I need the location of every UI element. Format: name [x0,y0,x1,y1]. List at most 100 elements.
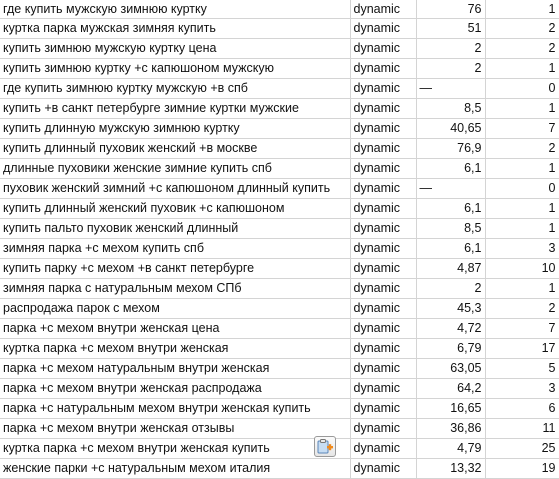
type-cell[interactable]: dynamic [350,398,417,419]
keyword-cell[interactable]: куртка парка мужская зимняя купить [0,18,351,39]
value-cell[interactable]: 51 [416,18,486,39]
type-cell[interactable]: dynamic [350,158,417,179]
keyword-cell[interactable]: женские парки +с натуральным мехом итали… [0,458,351,479]
value-cell[interactable]: 4,79 [416,438,486,459]
value-cell[interactable]: 76 [416,0,486,19]
keyword-cell[interactable]: распродажа парок с мехом [0,298,351,319]
table-row: длинные пуховики женские зимние купить с… [0,158,559,179]
keyword-cell[interactable]: длинные пуховики женские зимние купить с… [0,158,351,179]
keyword-cell[interactable]: парка +с мехом внутри женская распродажа [0,378,351,399]
paste-options-button[interactable] [314,436,336,457]
keyword-cell[interactable]: парка +с мехом натуральным внутри женска… [0,358,351,379]
type-cell[interactable]: dynamic [350,358,417,379]
value-cell[interactable]: — [416,78,486,99]
count-cell[interactable]: 2 [485,38,559,59]
type-cell[interactable]: dynamic [350,458,417,479]
keyword-cell[interactable]: купить зимнюю мужскую куртку цена [0,38,351,59]
count-cell[interactable]: 2 [485,298,559,319]
keyword-cell[interactable]: зимняя парка +с мехом купить спб [0,238,351,259]
value-cell[interactable]: 63,05 [416,358,486,379]
count-cell[interactable]: 25 [485,438,559,459]
type-cell[interactable]: dynamic [350,98,417,119]
keyword-cell[interactable]: купить длинный женский пуховик +с капюшо… [0,198,351,219]
value-cell[interactable]: 36,86 [416,418,486,439]
type-cell[interactable]: dynamic [350,298,417,319]
keyword-cell[interactable]: купить парку +с мехом +в санкт петербург… [0,258,351,279]
value-cell[interactable]: 6,1 [416,198,486,219]
table-row: парка +с мехом внутри женская отзывы dyna… [0,418,559,439]
keyword-cell[interactable]: где купить мужскую зимнюю куртку [0,0,351,19]
value-cell[interactable]: 64,2 [416,378,486,399]
type-cell[interactable]: dynamic [350,318,417,339]
value-cell[interactable]: 8,5 [416,98,486,119]
count-cell[interactable]: 2 [485,138,559,159]
keyword-cell[interactable]: где купить зимнюю куртку мужскую +в спб [0,78,351,99]
count-cell[interactable]: 19 [485,458,559,479]
count-cell[interactable]: 1 [485,158,559,179]
count-cell[interactable]: 7 [485,118,559,139]
keyword-cell[interactable]: купить длинную мужскую зимнюю куртку [0,118,351,139]
value-cell[interactable]: 4,72 [416,318,486,339]
type-cell[interactable]: dynamic [350,78,417,99]
keyword-cell[interactable]: парка +с натуральным мехом внутри женска… [0,398,351,419]
value-cell[interactable]: 2 [416,38,486,59]
count-cell[interactable]: 5 [485,358,559,379]
type-cell[interactable]: dynamic [350,38,417,59]
type-cell[interactable]: dynamic [350,0,417,19]
value-cell[interactable]: 6,1 [416,238,486,259]
type-cell[interactable]: dynamic [350,198,417,219]
type-cell[interactable]: dynamic [350,378,417,399]
value-cell[interactable]: 6,1 [416,158,486,179]
count-cell[interactable]: 0 [485,78,559,99]
type-cell[interactable]: dynamic [350,58,417,79]
type-cell[interactable]: dynamic [350,278,417,299]
type-cell[interactable]: dynamic [350,418,417,439]
count-cell[interactable]: 1 [485,98,559,119]
keyword-cell[interactable]: парка +с мехом внутри женская отзывы [0,418,351,439]
value-cell[interactable]: 4,87 [416,258,486,279]
count-cell[interactable]: 1 [485,278,559,299]
type-cell[interactable]: dynamic [350,178,417,199]
value-cell[interactable]: 45,3 [416,298,486,319]
count-cell[interactable]: 3 [485,238,559,259]
count-cell[interactable]: 1 [485,0,559,19]
count-cell[interactable]: 11 [485,418,559,439]
count-cell[interactable]: 1 [485,58,559,79]
type-cell[interactable]: dynamic [350,438,417,459]
table-row: где купить зимнюю куртку мужскую +в спб d… [0,78,559,99]
value-cell[interactable]: — [416,178,486,199]
count-cell[interactable]: 2 [485,18,559,39]
count-cell[interactable]: 3 [485,378,559,399]
count-cell[interactable]: 17 [485,338,559,359]
type-cell[interactable]: dynamic [350,238,417,259]
count-cell[interactable]: 1 [485,198,559,219]
type-cell[interactable]: dynamic [350,258,417,279]
count-cell[interactable]: 7 [485,318,559,339]
type-cell[interactable]: dynamic [350,18,417,39]
type-cell[interactable]: dynamic [350,218,417,239]
keyword-cell[interactable]: куртка парка +с мехом внутри женская куп… [0,438,351,459]
keyword-cell[interactable]: парка +с мехом внутри женская цена [0,318,351,339]
value-cell[interactable]: 13,32 [416,458,486,479]
value-cell[interactable]: 16,65 [416,398,486,419]
keyword-cell[interactable]: купить пальто пуховик женский длинный [0,218,351,239]
keyword-cell[interactable]: зимняя парка с натуральным мехом СПб [0,278,351,299]
keyword-cell[interactable]: купить +в санкт петербурге зимние куртки… [0,98,351,119]
keyword-cell[interactable]: купить зимнюю куртку +с капюшоном мужску… [0,58,351,79]
value-cell[interactable]: 40,65 [416,118,486,139]
type-cell[interactable]: dynamic [350,118,417,139]
value-cell[interactable]: 8,5 [416,218,486,239]
keyword-cell[interactable]: куртка парка +с мехом внутри женская [0,338,351,359]
value-cell[interactable]: 6,79 [416,338,486,359]
type-cell[interactable]: dynamic [350,338,417,359]
count-cell[interactable]: 6 [485,398,559,419]
value-cell[interactable]: 76,9 [416,138,486,159]
value-cell[interactable]: 2 [416,278,486,299]
count-cell[interactable]: 0 [485,178,559,199]
keyword-cell[interactable]: купить длинный пуховик женский +в москве [0,138,351,159]
value-cell[interactable]: 2 [416,58,486,79]
keyword-cell[interactable]: пуховик женский зимний +с капюшоном длин… [0,178,351,199]
count-cell[interactable]: 1 [485,218,559,239]
count-cell[interactable]: 10 [485,258,559,279]
type-cell[interactable]: dynamic [350,138,417,159]
